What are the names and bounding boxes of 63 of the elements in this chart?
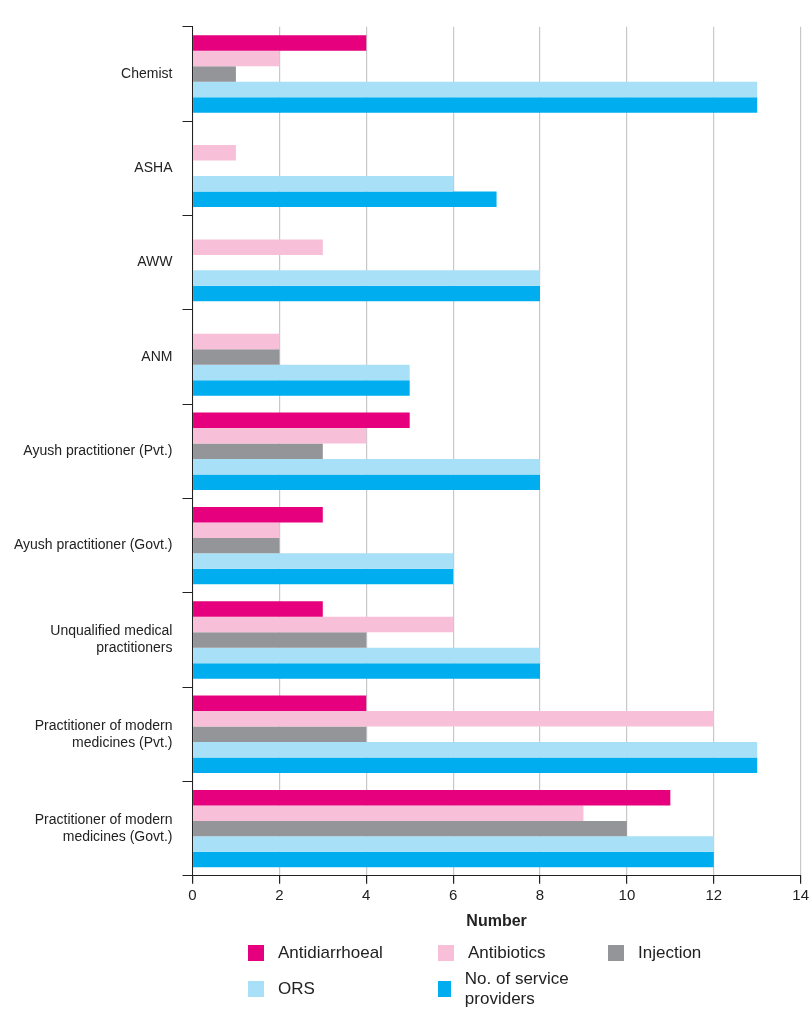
y-tick-label: Ayush practitioner (Pvt.)	[23, 442, 173, 459]
bar	[193, 239, 323, 255]
y-tick-label: Practitioner of modern medicines (Govt.)	[34, 811, 173, 844]
x-tick-label: 10	[618, 885, 636, 903]
bar	[193, 805, 584, 821]
y-tick-label: Chemist	[121, 64, 173, 81]
bar	[193, 474, 541, 490]
y-tick-label: Practitioner of modern medicines (Pvt.)	[34, 716, 173, 750]
bar	[193, 616, 454, 633]
bar	[193, 522, 280, 538]
bar	[193, 851, 714, 868]
bar	[193, 35, 367, 51]
bar	[193, 568, 454, 585]
legend-label: Antidiarrhoeal	[278, 943, 383, 963]
y-tick-label: ANM	[141, 347, 173, 364]
bar	[193, 333, 280, 350]
bar	[193, 176, 454, 192]
bar	[193, 726, 367, 743]
x-tick-label: 12	[705, 885, 723, 903]
bar	[193, 506, 323, 523]
bar	[193, 191, 497, 207]
bar	[193, 66, 236, 82]
bar	[193, 97, 758, 113]
bar	[193, 663, 541, 679]
legend-label: ORS	[278, 979, 315, 999]
bar	[193, 742, 758, 758]
x-tick-label: 2	[275, 885, 284, 903]
y-tick-label: Unqualified medical practitioners	[50, 622, 173, 656]
x-axis-title: Number	[466, 911, 527, 929]
bar	[193, 50, 280, 67]
x-tick-label: 0	[188, 885, 197, 903]
bar	[193, 81, 758, 98]
bar	[193, 553, 454, 569]
legend-label: No. of service providers	[464, 969, 570, 1009]
bar	[193, 428, 367, 444]
bar	[193, 647, 541, 664]
bar	[193, 412, 410, 429]
bar	[193, 285, 541, 302]
x-tick-label: 14	[792, 885, 809, 903]
bar	[193, 349, 280, 365]
bar	[193, 364, 410, 381]
y-tick-label: ASHA	[134, 159, 174, 176]
y-tick-label: Ayush practitioner (Govt.)	[13, 536, 173, 553]
bar	[193, 836, 714, 852]
x-tick-label: 6	[448, 885, 458, 903]
bar	[193, 270, 541, 286]
x-tick-label: 8	[535, 885, 545, 903]
bar	[193, 443, 323, 460]
legend-label: Injection	[638, 943, 702, 963]
bar	[193, 459, 541, 475]
bar	[193, 789, 671, 806]
bar	[193, 711, 714, 727]
bar	[193, 632, 367, 648]
bar	[193, 695, 367, 712]
y-tick-label: AWW	[137, 253, 174, 270]
bar	[193, 537, 280, 554]
legend-label: Antibiotics	[468, 943, 546, 963]
bar	[193, 145, 236, 161]
bar	[193, 757, 758, 773]
bar	[193, 601, 323, 617]
bar	[193, 380, 410, 396]
x-tick-label: 4	[362, 885, 371, 903]
bar	[193, 820, 627, 837]
